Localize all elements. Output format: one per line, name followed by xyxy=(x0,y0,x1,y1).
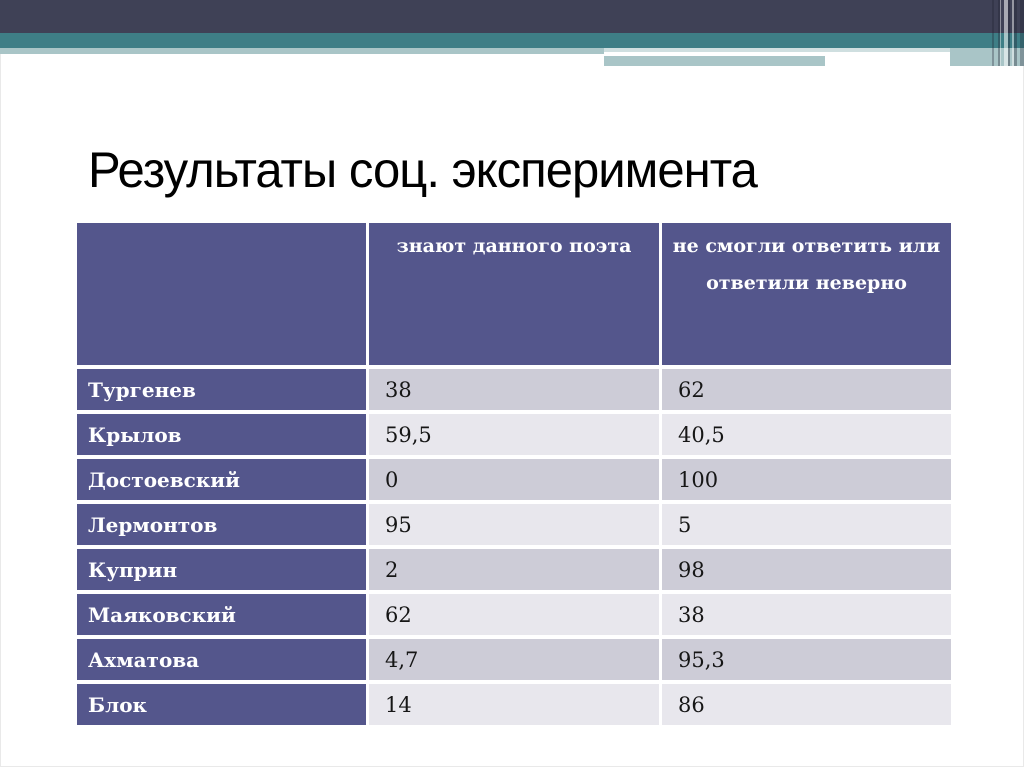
top-bar-teal xyxy=(0,33,1024,48)
fail-value-cell: 86 xyxy=(662,684,951,725)
poet-name-cell: Куприн xyxy=(77,549,366,590)
fail-value-cell: 62 xyxy=(662,369,951,410)
results-table: знают данного поэта не смогли ответить и… xyxy=(77,223,951,725)
top-bar-light-left xyxy=(0,48,604,54)
corner-cell xyxy=(77,223,366,365)
top-bar-dark xyxy=(0,0,1024,33)
know-value-cell: 0 xyxy=(369,459,659,500)
top-bar-light-right xyxy=(604,56,825,66)
poet-name-cell: Достоевский xyxy=(77,459,366,500)
top-bar-pale-right xyxy=(604,48,1024,52)
poet-name-cell: Тургенев xyxy=(77,369,366,410)
fail-value-cell: 40,5 xyxy=(662,414,951,455)
poet-name-cell: Крылов xyxy=(77,414,366,455)
fail-value-cell: 98 xyxy=(662,549,951,590)
fail-value-cell: 5 xyxy=(662,504,951,545)
column-header-fail: не смогли ответить или ответили неверно xyxy=(662,223,951,365)
know-value-cell: 62 xyxy=(369,594,659,635)
fail-value-cell: 95,3 xyxy=(662,639,951,680)
know-value-cell: 59,5 xyxy=(369,414,659,455)
poet-name-cell: Ахматова xyxy=(77,639,366,680)
fail-value-cell: 100 xyxy=(662,459,951,500)
poet-name-cell: Блок xyxy=(77,684,366,725)
know-value-cell: 38 xyxy=(369,369,659,410)
know-value-cell: 14 xyxy=(369,684,659,725)
column-header-know: знают данного поэта xyxy=(369,223,659,365)
know-value-cell: 4,7 xyxy=(369,639,659,680)
know-value-cell: 95 xyxy=(369,504,659,545)
corner-stripes-decor xyxy=(992,0,1024,66)
poet-name-cell: Маяковский xyxy=(77,594,366,635)
poet-name-cell: Лермонтов xyxy=(77,504,366,545)
slide-title: Результаты соц. эксперимента xyxy=(88,142,758,198)
know-value-cell: 2 xyxy=(369,549,659,590)
top-bar-white-line xyxy=(604,52,950,56)
fail-value-cell: 38 xyxy=(662,594,951,635)
